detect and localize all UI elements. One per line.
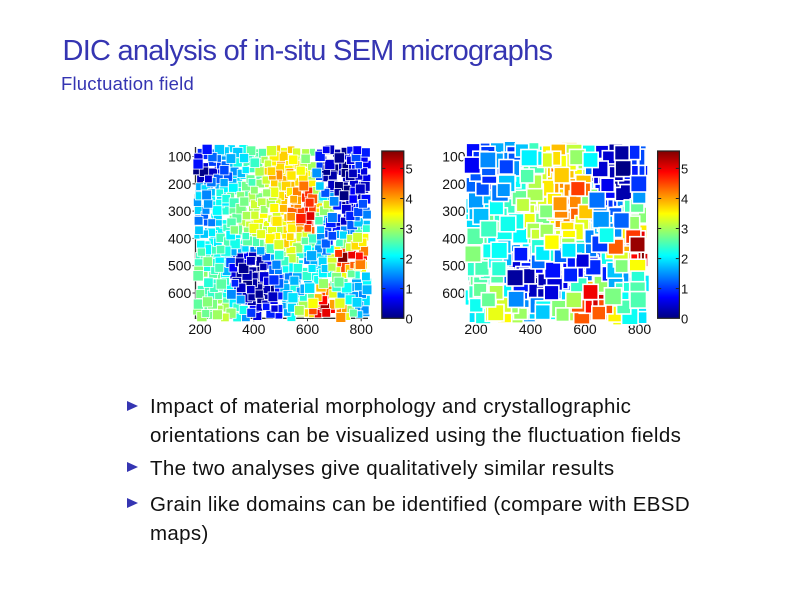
svg-text:100: 100 [168, 149, 192, 165]
svg-text:300: 300 [168, 203, 192, 219]
svg-text:3: 3 [406, 222, 413, 237]
svg-text:2: 2 [406, 252, 413, 267]
svg-text:600: 600 [442, 285, 466, 301]
svg-text:200: 200 [442, 176, 466, 192]
svg-text:1: 1 [681, 282, 688, 297]
svg-text:600: 600 [573, 321, 597, 337]
svg-text:2: 2 [681, 252, 688, 267]
svg-text:600: 600 [296, 321, 320, 337]
svg-text:200: 200 [464, 321, 488, 337]
svg-text:500: 500 [168, 258, 192, 274]
svg-text:5: 5 [681, 161, 688, 176]
svg-text:0: 0 [681, 312, 688, 327]
svg-text:400: 400 [442, 230, 466, 246]
svg-text:400: 400 [168, 230, 192, 246]
svg-text:4: 4 [406, 192, 413, 207]
svg-text:400: 400 [242, 321, 266, 337]
svg-text:200: 200 [168, 176, 192, 192]
svg-text:100: 100 [442, 149, 466, 165]
svg-text:4: 4 [681, 192, 688, 207]
svg-text:3: 3 [681, 222, 688, 237]
svg-text:500: 500 [442, 258, 466, 274]
svg-text:800: 800 [350, 321, 374, 337]
svg-text:400: 400 [519, 321, 543, 337]
svg-text:300: 300 [442, 203, 466, 219]
svg-text:0: 0 [406, 312, 413, 327]
svg-text:5: 5 [406, 161, 413, 176]
svg-text:200: 200 [188, 321, 212, 337]
svg-text:1: 1 [406, 282, 413, 297]
svg-text:600: 600 [168, 285, 192, 301]
